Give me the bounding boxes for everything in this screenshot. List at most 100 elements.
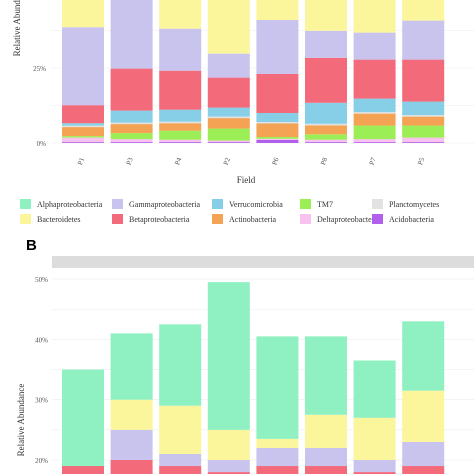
- bar-segment-gammaproteobacteria-bar-3: [159, 453, 202, 467]
- bar-segment-acidobacteria-p1: [62, 142, 104, 143]
- bar-segment-gammaproteobacteria-p5: [402, 20, 445, 60]
- panel-a-x-axis-label: Field: [237, 175, 256, 185]
- legend-item-actinobacteria: Actinobacteria: [212, 214, 277, 224]
- bar-segment-acidobacteria-p7: [353, 142, 396, 143]
- bar-segment-acidobacteria-p4: [159, 142, 202, 143]
- bar-segment-bacteroidetes-p2: [207, 0, 250, 54]
- bar-segment-gammaproteobacteria-bar-6: [305, 447, 347, 467]
- bar-segment-verrucomicrobia-p3: [110, 110, 153, 123]
- legend-item-acidobacteria: Acidobacteria: [372, 214, 434, 224]
- bar-segment-planctomycetes-p4: [159, 121, 202, 124]
- bar-segment-verrucomicrobia-p8: [305, 102, 347, 124]
- legend-item-betaproteobacteria: Betaproteobacteria: [112, 214, 190, 224]
- legend-label-bacteroidetes: Bacteroidetes: [37, 215, 81, 224]
- bar-segment-actinobacteria-p6: [256, 123, 299, 137]
- panel-a-y-tick-label: 0%: [37, 140, 47, 148]
- bar-segment-actinobacteria-p1: [62, 127, 104, 137]
- bar-segment-betaproteobacteria-p3: [110, 68, 153, 111]
- bar-segment-betaproteobacteria-bar-4: [207, 472, 250, 474]
- legend-swatch-tm7: [300, 199, 311, 209]
- bar-segment-planctomycetes-p2: [207, 116, 250, 119]
- bar-segment-alphaproteobacteria-bar-2: [110, 333, 153, 400]
- bar-segment-tm7-p8: [305, 134, 347, 140]
- panel-a-y-axis-label: Relative Abundance: [12, 0, 22, 56]
- bar-segment-alphaproteobacteria-bar-1: [62, 369, 104, 467]
- bar-segment-planctomycetes-p3: [110, 122, 153, 125]
- bar-segment-tm7-p1: [62, 136, 104, 138]
- legend-label-actinobacteria: Actinobacteria: [229, 215, 277, 224]
- bar-segment-gammaproteobacteria-p3: [110, 0, 153, 69]
- bar-segment-verrucomicrobia-p6: [256, 113, 299, 122]
- bar-segment-tm7-p4: [159, 130, 202, 140]
- bar-segment-deltaproteobacteria-p3: [110, 139, 153, 143]
- panel-a-x-tick-labels: P1 P3 P4 P2 P6 P8 P7 P5: [76, 156, 426, 166]
- panel-a-y-tick-label: 25%: [33, 65, 46, 73]
- bar-segment-alphaproteobacteria-bar-7: [353, 360, 396, 418]
- bar-segment-tm7-p3: [110, 133, 153, 140]
- bar-segment-gammaproteobacteria-p8: [305, 30, 347, 58]
- bar-segment-gammaproteobacteria-p6: [256, 20, 299, 74]
- bar-segment-tm7-p5: [402, 125, 445, 138]
- bar-segment-tm7-p2: [207, 128, 250, 141]
- bar-segment-actinobacteria-p2: [207, 118, 250, 129]
- legend-swatch-actinobacteria: [212, 214, 223, 224]
- bar-segment-betaproteobacteria-p7: [353, 59, 396, 99]
- legend-swatch-planctomycetes: [372, 199, 383, 209]
- bar-segment-acidobacteria-p5: [402, 142, 445, 143]
- bar-segment-gammaproteobacteria-p4: [159, 28, 202, 71]
- bar-segment-gammaproteobacteria-bar-7: [353, 460, 396, 473]
- panel-a-x-tick-label-p1: P1: [76, 156, 86, 166]
- legend-label-alphaproteobacteria: Alphaproteobacteria: [37, 200, 103, 209]
- panel-a-x-tick-label-p2: P2: [222, 156, 232, 166]
- panel-a-bars: [62, 0, 445, 143]
- bar-segment-planctomycetes-p7: [353, 112, 396, 114]
- legend-swatch-betaproteobacteria: [112, 214, 123, 224]
- bar-segment-betaproteobacteria-bar-7: [353, 472, 396, 474]
- bar-segment-tm7-p7: [353, 125, 396, 140]
- bar-segment-betaproteobacteria-p2: [207, 77, 250, 108]
- legend-swatch-alphaproteobacteria: [20, 199, 31, 209]
- bar-segment-gammaproteobacteria-bar-2: [110, 429, 153, 460]
- panel-a-x-tick-label-p5: P5: [416, 156, 426, 166]
- panel-b-y-tick-label: 30%: [35, 397, 48, 405]
- legend-label-planctomycetes: Planctomycetes: [389, 200, 439, 209]
- bar-segment-verrucomicrobia-p4: [159, 109, 202, 122]
- bar-segment-actinobacteria-p7: [353, 113, 396, 126]
- legend: Alphaproteobacteria Gammaproteobacteria Ve…: [20, 199, 439, 224]
- bar-segment-deltaproteobacteria-p2: [207, 140, 250, 143]
- panel-a-x-tick-label-p4: P4: [173, 156, 183, 166]
- legend-item-deltaproteobacteria: Deltaproteobacteria: [300, 214, 381, 224]
- panel-a-x-tick-label-p3: P3: [125, 156, 135, 166]
- bar-segment-bacteroidetes-p6: [256, 0, 299, 20]
- bar-segment-planctomycetes-p8: [305, 123, 347, 126]
- bar-segment-alphaproteobacteria-bar-4: [207, 282, 250, 430]
- legend-swatch-bacteroidetes: [20, 214, 31, 224]
- bar-segment-bacteroidetes-bar-2: [110, 399, 153, 430]
- panel-b-y-tick-label: 50%: [35, 276, 48, 284]
- bar-segment-deltaproteobacteria-p7: [353, 139, 396, 143]
- bar-segment-acidobacteria-p8: [305, 142, 347, 143]
- bar-segment-actinobacteria-p4: [159, 123, 202, 131]
- bar-segment-bacteroidetes-p1: [62, 0, 104, 28]
- legend-label-gammaproteobacteria: Gammaproteobacteria: [129, 200, 201, 209]
- bar-segment-bacteroidetes-bar-6: [305, 414, 347, 448]
- bar-segment-betaproteobacteria-p5: [402, 59, 445, 102]
- legend-swatch-gammaproteobacteria: [112, 199, 123, 209]
- bar-segment-alphaproteobacteria-bar-8: [402, 321, 445, 391]
- panel-b-y-tick-label: 20%: [35, 457, 48, 465]
- bar-segment-deltaproteobacteria-p8: [305, 139, 347, 143]
- bar-segment-betaproteobacteria-bar-6: [305, 466, 347, 474]
- bar-segment-verrucomicrobia-p2: [207, 107, 250, 117]
- bar-segment-gammaproteobacteria-bar-8: [402, 441, 445, 467]
- bar-segment-planctomycetes-p1: [62, 125, 104, 128]
- bar-segment-acidobacteria-p3: [110, 142, 153, 143]
- panel-b-label: B: [26, 237, 37, 254]
- legend-swatch-acidobacteria: [372, 214, 383, 224]
- legend-label-betaproteobacteria: Betaproteobacteria: [129, 215, 190, 224]
- legend-item-alphaproteobacteria: Alphaproteobacteria: [20, 199, 103, 209]
- legend-item-verrucomicrobia: Verrucomicrobia: [212, 199, 283, 209]
- bar-segment-acidobacteria-p6: [256, 140, 299, 143]
- bar-segment-bacteroidetes-bar-7: [353, 417, 396, 460]
- bar-segment-gammaproteobacteria-p1: [62, 27, 104, 106]
